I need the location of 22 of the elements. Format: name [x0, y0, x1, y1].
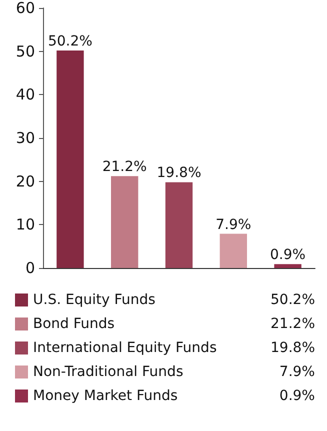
data-label: 50.2% — [48, 33, 92, 50]
y-tick-label: 10 — [16, 216, 35, 234]
legend-label: Bond Funds — [33, 316, 115, 332]
legend-label: Money Market Funds — [33, 388, 178, 404]
data-label: 21.2% — [102, 159, 147, 176]
text: 0.9% — [279, 388, 315, 404]
y-tick-label: 50 — [16, 42, 35, 60]
y-tick-label: 30 — [16, 129, 35, 147]
text: 7.9% — [279, 364, 315, 380]
text: 21.2% — [270, 316, 315, 332]
data-label: 19.8% — [156, 165, 202, 182]
text: 50.2% — [270, 292, 315, 308]
data-label: 7.9% — [216, 216, 252, 233]
y-tick-label: 40 — [16, 86, 35, 104]
legend-label: International Equity Funds — [33, 340, 217, 356]
legend-label: Non-Traditional Funds — [33, 364, 184, 380]
text: 19.8% — [270, 340, 315, 356]
data-label: 0.9% — [270, 247, 306, 264]
y-tick-label: 0 — [25, 259, 35, 277]
legend-label: U.S. Equity Funds — [33, 292, 156, 308]
y-tick-label: 20 — [16, 172, 35, 190]
y-tick-label: 60 — [16, 0, 35, 17]
